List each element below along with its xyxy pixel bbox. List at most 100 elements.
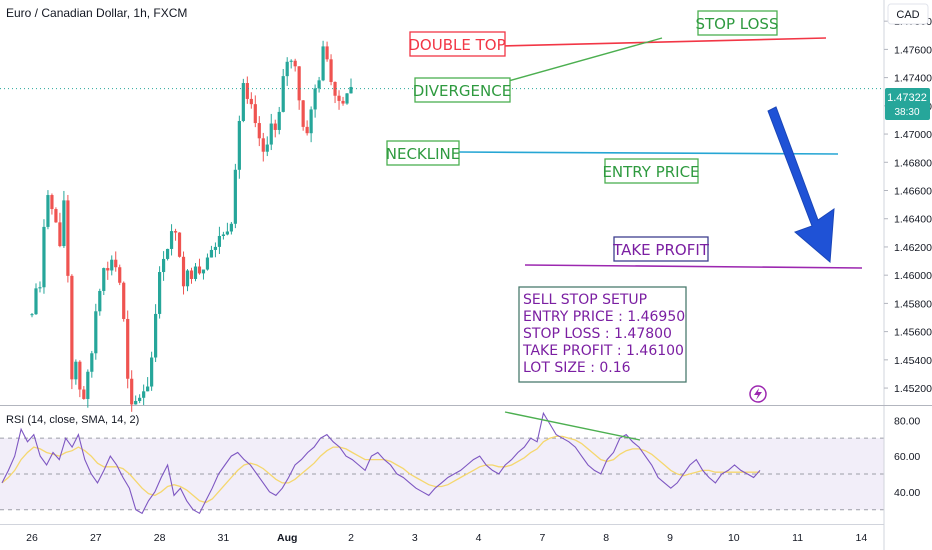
candle-body (173, 231, 178, 233)
candle-body (58, 222, 62, 247)
candle-body (126, 318, 130, 379)
price-tick-label: 1.46000 (894, 270, 932, 282)
rsi-label[interactable]: RSI (14, close, SMA, 14, 2) (6, 414, 139, 426)
price-tick-label: 1.46200 (894, 242, 932, 254)
setup-note[interactable]: SELL STOP SETUP ENTRY PRICE : 1.46950 ST… (518, 286, 687, 383)
entry-price-label[interactable]: ENTRY PRICE (602, 158, 700, 184)
candle-body (253, 104, 257, 124)
rsi-line (1, 411, 761, 515)
price-axis[interactable]: 1.478001.476001.474001.472001.470001.468… (884, 16, 932, 395)
candle-body (50, 195, 54, 210)
price-tick-label: 1.45600 (894, 327, 932, 339)
note-line-1: SELL STOP SETUP (523, 292, 647, 308)
time-axis[interactable]: 26 27 28 31 Aug 2 3 4 7 8 9 10 11 14 (26, 532, 867, 544)
candle-body (86, 371, 90, 399)
price-tick-label: 1.46800 (894, 157, 932, 169)
time-tick-label: 3 (412, 532, 418, 544)
bar-countdown: 38:30 (894, 107, 919, 118)
svg-text:DIVERGENCE: DIVERGENCE (413, 82, 511, 100)
time-tick-label: 9 (667, 532, 673, 544)
note-line-3: STOP LOSS : 1.47800 (523, 326, 672, 342)
candle-body (257, 123, 261, 139)
candle-body (197, 266, 202, 274)
candle-body (110, 259, 114, 271)
price-tick-label: 1.45200 (894, 383, 932, 395)
divergence-line[interactable] (504, 37, 663, 83)
time-tick-label: 14 (856, 532, 868, 544)
rsi-divergence-line[interactable] (504, 411, 641, 441)
take-profit-line[interactable] (524, 264, 863, 269)
time-tick-label: 26 (26, 532, 38, 544)
candle-body (158, 272, 162, 314)
candle-body (177, 232, 182, 257)
candle-body (102, 268, 106, 291)
chart-title: Euro / Canadian Dollar, 1h, FXCM (6, 6, 187, 20)
candle-body (329, 59, 333, 82)
double-top-label[interactable]: DOUBLE TOP (408, 31, 506, 57)
candle-body (98, 290, 102, 312)
time-tick-label: 27 (90, 532, 102, 544)
currency-button[interactable]: CAD (887, 3, 929, 25)
time-tick-label: 28 (154, 532, 166, 544)
down-arrow-icon[interactable] (767, 106, 835, 264)
current-price: 1.47322 (887, 92, 927, 104)
candle-body (317, 80, 321, 89)
candle-body (138, 397, 142, 401)
candle-body (42, 226, 46, 288)
price-pane[interactable] (0, 0, 884, 405)
rsi-tick-label: 40.00 (894, 487, 920, 499)
candle-body (289, 60, 293, 62)
candle-body (118, 267, 122, 283)
candle-body (309, 109, 313, 134)
divergence-label[interactable]: DIVERGENCE (413, 77, 511, 103)
candle-body (209, 249, 214, 258)
candle-body (213, 246, 218, 250)
candle-body (193, 266, 198, 279)
candle-body (146, 386, 150, 392)
take-profit-label[interactable]: TAKE PROFIT (612, 236, 710, 262)
candle-body (221, 234, 225, 236)
time-tick-label: 11 (792, 532, 803, 544)
candle-body (217, 235, 222, 247)
price-tick-label: 1.47600 (894, 44, 932, 56)
candle-body (62, 200, 66, 247)
stop-loss-label[interactable]: STOP LOSS (696, 10, 779, 36)
candle-body (66, 200, 70, 276)
svg-text:STOP LOSS: STOP LOSS (696, 15, 779, 33)
price-tick-label: 1.47000 (894, 129, 932, 141)
candle-body (349, 86, 353, 94)
candle-body (82, 389, 86, 399)
rsi-lines (1, 411, 761, 515)
candle-body (185, 270, 190, 287)
candle-body (106, 268, 110, 271)
candle-body (181, 256, 186, 287)
time-tick-label: 4 (476, 532, 482, 544)
candle-body (30, 314, 34, 316)
candle-body (205, 257, 210, 270)
candle-body (273, 123, 277, 130)
candle-body (285, 61, 289, 77)
candle-body (337, 95, 341, 101)
candle-body (333, 81, 337, 96)
candle-body (341, 100, 345, 104)
current-price-badge[interactable]: 1.47322 38:30 (885, 88, 930, 120)
candle-body (130, 378, 134, 405)
price-tick-label: 1.47400 (894, 73, 932, 85)
candle-body (201, 269, 206, 274)
candle-body (245, 83, 249, 99)
double-top-line[interactable] (499, 37, 827, 47)
svg-text:ENTRY PRICE: ENTRY PRICE (602, 163, 699, 181)
time-tick-label: 7 (539, 532, 545, 544)
neckline-line[interactable] (457, 151, 839, 155)
price-tick-label: 1.45800 (894, 298, 932, 310)
lightning-icon[interactable] (749, 385, 767, 403)
candle-body (269, 123, 273, 145)
svg-text:TAKE PROFIT: TAKE PROFIT (612, 241, 710, 259)
time-tick-label: 8 (603, 532, 609, 544)
candle-body (122, 282, 126, 319)
candle-body (150, 357, 154, 387)
candle-body (293, 60, 297, 67)
candle-body (301, 100, 305, 127)
neckline-label[interactable]: NECKLINE (386, 140, 461, 166)
